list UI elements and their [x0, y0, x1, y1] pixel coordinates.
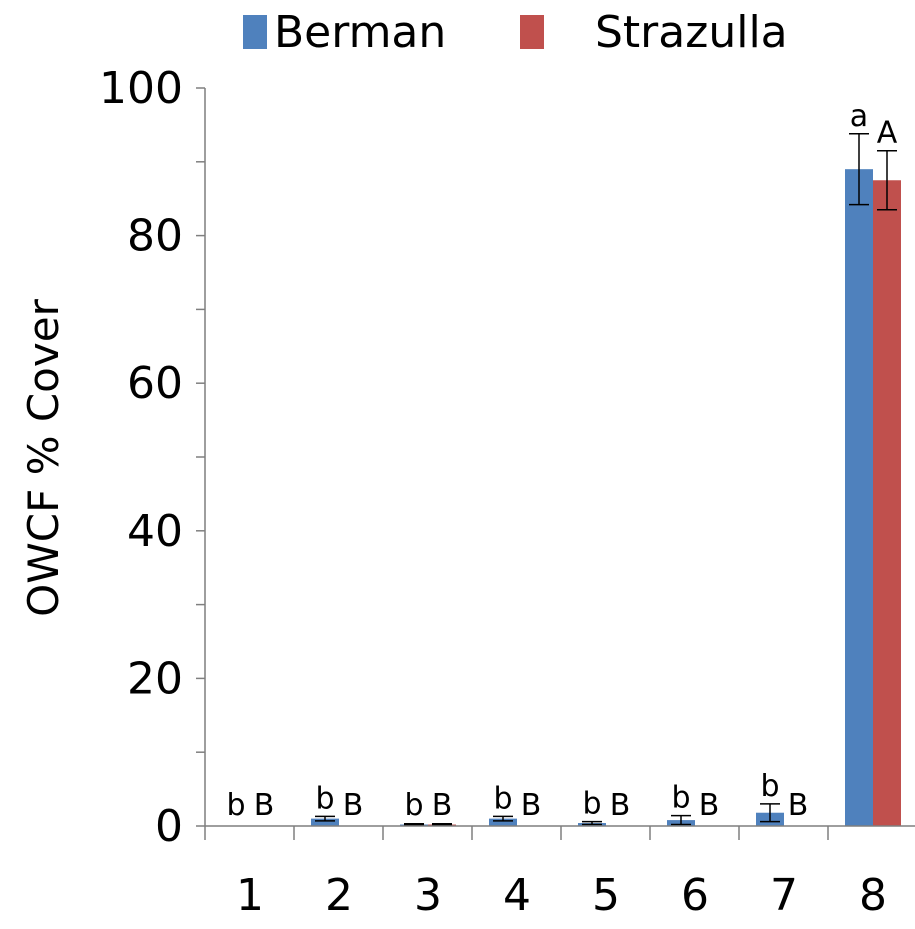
- significance-letter-strazulla: B: [343, 788, 364, 823]
- x-tick-label: 8: [859, 870, 887, 921]
- x-tick-label: 6: [681, 870, 709, 921]
- x-tick-label: 3: [414, 870, 442, 921]
- x-tick-label: 1: [236, 870, 264, 921]
- significance-letter-strazulla: A: [877, 116, 898, 151]
- legend-swatch-strazulla: [520, 15, 544, 49]
- significance-letter-berman: b: [226, 788, 245, 823]
- y-axis-title: OWCF % Cover: [19, 298, 68, 616]
- x-tick-label: 7: [770, 870, 798, 921]
- significance-letter-strazulla: B: [521, 788, 542, 823]
- x-tick-label: 5: [592, 870, 620, 921]
- y-tick-label: 80: [127, 211, 183, 262]
- significance-letter-berman: a: [850, 99, 868, 134]
- bar-berman-4: [489, 818, 517, 826]
- significance-letter-strazulla: B: [699, 788, 720, 823]
- significance-letter-strazulla: B: [610, 788, 631, 823]
- bar-strazulla-8: [873, 180, 901, 826]
- bar-berman-2: [311, 818, 339, 826]
- significance-letter-berman: b: [315, 781, 334, 816]
- y-tick-label: 40: [127, 506, 183, 557]
- significance-letter-berman: b: [493, 781, 512, 816]
- significance-letter-berman: b: [404, 788, 423, 823]
- x-tick-label: 2: [325, 870, 353, 921]
- significance-letter-strazulla: B: [254, 788, 275, 823]
- significance-letter-berman: b: [760, 769, 779, 804]
- y-axis: 0 20 40 60 80 100: [99, 63, 206, 852]
- y-tick-label: 60: [127, 358, 183, 409]
- legend-label-strazulla: Strazulla: [595, 7, 788, 58]
- chart-legend: Berman Strazulla: [243, 7, 788, 58]
- y-tick-label: 20: [127, 653, 183, 704]
- x-axis: 1 2 3 4 5 6 7 8: [204, 825, 915, 921]
- bars-group: [311, 169, 901, 826]
- significance-letter-strazulla: B: [788, 788, 809, 823]
- x-tick-label: 4: [503, 870, 531, 921]
- significance-letter-berman: b: [582, 787, 601, 822]
- significance-letter-strazulla: B: [432, 788, 453, 823]
- legend-label-berman: Berman: [274, 7, 446, 58]
- error-bars-group: [315, 133, 897, 827]
- legend-swatch-berman: [243, 15, 267, 49]
- significance-letter-berman: b: [671, 781, 690, 816]
- y-tick-label: 100: [99, 63, 183, 114]
- bar-berman-8: [845, 169, 873, 826]
- y-tick-label: 0: [155, 801, 183, 852]
